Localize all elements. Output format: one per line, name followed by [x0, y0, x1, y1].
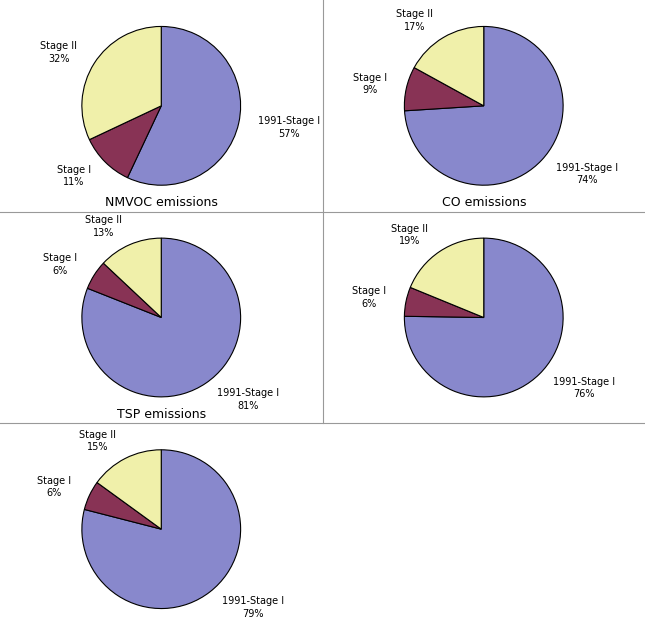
- Wedge shape: [82, 27, 161, 140]
- Wedge shape: [410, 238, 484, 318]
- Wedge shape: [97, 450, 161, 529]
- Wedge shape: [128, 27, 241, 185]
- Wedge shape: [404, 67, 484, 111]
- Title: CO emissions: CO emissions: [441, 196, 526, 209]
- Title: NMVOC emissions: NMVOC emissions: [104, 196, 218, 209]
- Wedge shape: [90, 106, 161, 178]
- Text: Stage I
6%: Stage I 6%: [352, 286, 386, 309]
- Text: Stage I
9%: Stage I 9%: [353, 73, 387, 95]
- Text: 1991-Stage I
74%: 1991-Stage I 74%: [556, 163, 618, 185]
- Text: Stage II
17%: Stage II 17%: [396, 10, 433, 32]
- Text: 1991-Stage I
57%: 1991-Stage I 57%: [258, 116, 320, 138]
- Title: TSP emissions: TSP emissions: [117, 408, 206, 421]
- Wedge shape: [404, 238, 563, 397]
- Text: 1991-Stage I
76%: 1991-Stage I 76%: [553, 377, 615, 399]
- Wedge shape: [103, 238, 161, 318]
- Text: 1991-Stage I
81%: 1991-Stage I 81%: [217, 389, 279, 411]
- Text: Stage II
32%: Stage II 32%: [41, 41, 77, 64]
- Wedge shape: [404, 288, 484, 318]
- Wedge shape: [84, 483, 161, 529]
- Wedge shape: [82, 238, 241, 397]
- Wedge shape: [82, 450, 241, 608]
- Wedge shape: [404, 27, 563, 185]
- Text: Stage II
13%: Stage II 13%: [85, 215, 122, 237]
- Text: Stage II
19%: Stage II 19%: [392, 224, 428, 246]
- Text: Stage II
15%: Stage II 15%: [79, 429, 116, 452]
- Text: 1991-Stage I
79%: 1991-Stage I 79%: [222, 596, 284, 618]
- Text: Stage I
6%: Stage I 6%: [37, 476, 72, 498]
- Text: Stage I
6%: Stage I 6%: [43, 253, 77, 276]
- Text: Stage I
11%: Stage I 11%: [57, 165, 91, 187]
- Wedge shape: [88, 263, 161, 318]
- Wedge shape: [414, 27, 484, 106]
